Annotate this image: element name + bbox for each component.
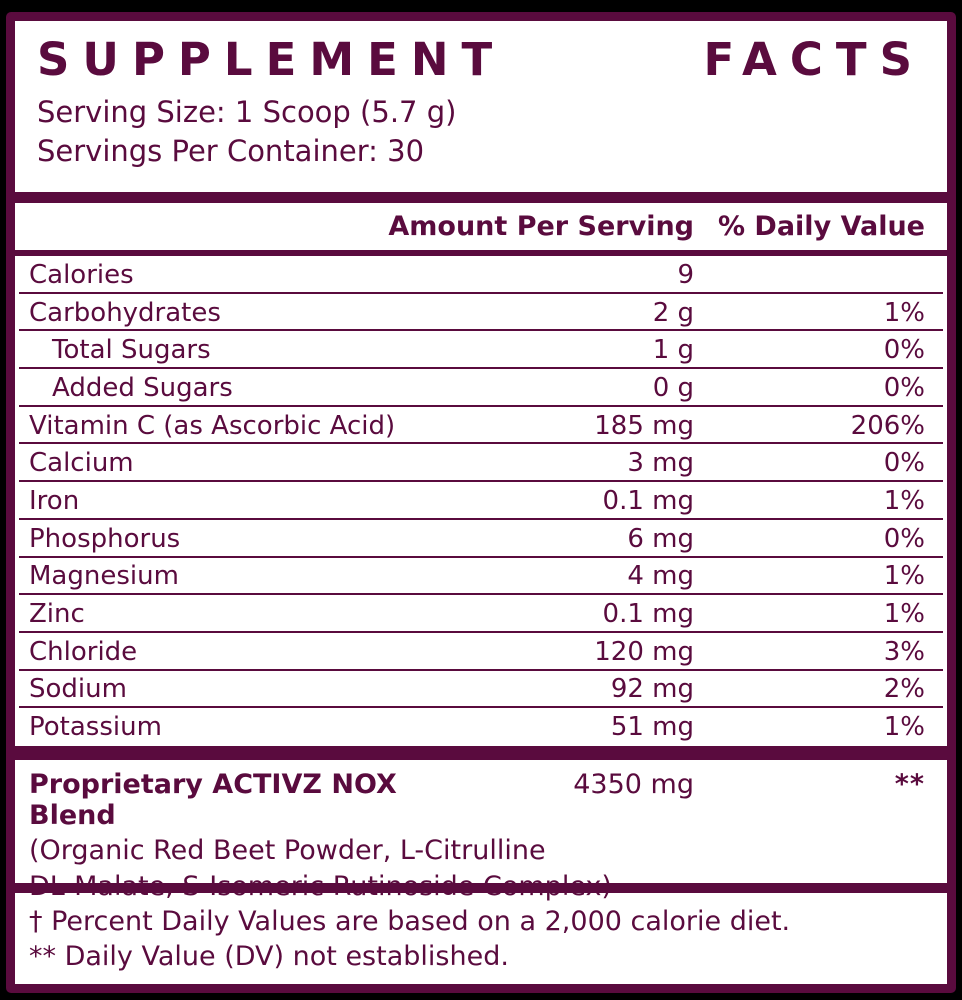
serving-info: Serving Size: 1 Scoop (5.7 g) Servings P… — [37, 93, 925, 171]
nutrient-amount: 3 mg — [627, 448, 694, 479]
section-divider-bar — [15, 882, 947, 893]
blend-description-line: (Organic Red Beet Powder, L-Citrulline — [29, 834, 546, 866]
table-row-phosphorus: Phosphorus 6 mg 0% — [15, 520, 947, 558]
nutrient-name: Magnesium — [29, 561, 179, 592]
nutrient-name: Calories — [29, 259, 134, 290]
nutrient-name: Vitamin C (as Ascorbic Acid) — [29, 410, 396, 441]
nutrient-amount: 4 mg — [627, 561, 694, 592]
nutrient-name: Added Sugars — [52, 372, 233, 403]
nutrient-dv: 1% — [883, 297, 925, 328]
nutrient-dv: 0% — [883, 523, 925, 554]
label-title: SUPPLEMENT FACTS — [37, 34, 925, 86]
table-row-calcium: Calcium 3 mg 0% — [15, 444, 947, 482]
title-word-facts: FACTS — [703, 33, 925, 86]
blend-name: Proprietary ACTIVZ NOX Blend — [29, 768, 397, 831]
nutrient-dv: 0% — [883, 335, 925, 366]
nutrient-amount: 0.1 mg — [602, 599, 694, 630]
servings-per-container-text: Servings Per Container: 30 — [37, 134, 425, 168]
nutrient-dv: 1% — [883, 485, 925, 516]
nutrient-dv: 1% — [883, 561, 925, 592]
blend-amount: 4350 mg — [573, 768, 694, 800]
serving-size-text: Serving Size: 1 Scoop (5.7 g) — [37, 95, 457, 129]
table-header-row: Amount Per Serving % Daily Value — [15, 203, 947, 250]
footnote-dv-not-established: ** Daily Value (DV) not established. — [29, 940, 509, 972]
nutrient-amount: 6 mg — [627, 523, 694, 554]
table-row-iron: Iron 0.1 mg 1% — [15, 482, 947, 520]
nutrient-name: Total Sugars — [52, 335, 211, 366]
supplement-facts-label: SUPPLEMENT FACTS Serving Size: 1 Scoop (… — [6, 12, 956, 993]
nutrient-dv: 0% — [883, 448, 925, 479]
nutrient-table: Amount Per Serving % Daily Value Calorie… — [15, 203, 947, 746]
nutrient-name: Calcium — [29, 448, 134, 479]
nutrient-name: Sodium — [29, 674, 127, 705]
nutrient-amount: 0.1 mg — [602, 485, 694, 516]
blend-row: Proprietary ACTIVZ NOX Blend 4350 mg ** — [15, 769, 947, 831]
table-row-vitamin-c: Vitamin C (as Ascorbic Acid) 185 mg 206% — [15, 407, 947, 445]
footnotes-section: † Percent Daily Values are based on a 2,… — [15, 893, 947, 984]
proprietary-blend-section: Proprietary ACTIVZ NOX Blend 4350 mg ** … — [15, 760, 947, 902]
nutrient-amount: 185 mg — [594, 410, 694, 441]
nutrient-amount: 1 g — [652, 335, 694, 366]
nutrient-name: Iron — [29, 485, 80, 516]
nutrient-dv: 0% — [883, 372, 925, 403]
daily-value-header: % Daily Value — [717, 211, 925, 242]
table-row-carbohydrates: Carbohydrates 2 g 1% — [15, 294, 947, 332]
nutrient-dv: 3% — [883, 636, 925, 667]
section-divider-bar — [15, 745, 947, 760]
title-word-supplement: SUPPLEMENT — [37, 33, 506, 86]
nutrient-name: Chloride — [29, 636, 138, 667]
header-rule — [15, 250, 947, 256]
section-divider-bar — [15, 192, 947, 203]
table-row-magnesium: Magnesium 4 mg 1% — [15, 558, 947, 596]
nutrient-amount: 9 — [677, 259, 694, 290]
table-row-total-sugars: Total Sugars 1 g 0% — [15, 331, 947, 369]
nutrient-name: Carbohydrates — [29, 297, 221, 328]
table-row-chloride: Chloride 120 mg 3% — [15, 633, 947, 671]
nutrient-amount: 0 g — [652, 372, 694, 403]
nutrient-amount: 2 g — [652, 297, 694, 328]
nutrient-name: Phosphorus — [29, 523, 181, 554]
nutrient-dv: 1% — [883, 599, 925, 630]
table-row-potassium: Potassium 51 mg 1% — [15, 708, 947, 746]
nutrient-name: Potassium — [29, 712, 162, 743]
nutrient-dv: 2% — [883, 674, 925, 705]
nutrient-amount: 120 mg — [594, 636, 694, 667]
table-row-sodium: Sodium 92 mg 2% — [15, 671, 947, 709]
table-row-added-sugars: Added Sugars 0 g 0% — [15, 369, 947, 407]
header-section: SUPPLEMENT FACTS Serving Size: 1 Scoop (… — [15, 21, 947, 192]
table-row-zinc: Zinc 0.1 mg 1% — [15, 595, 947, 633]
footnote-daily-values: † Percent Daily Values are based on a 2,… — [29, 905, 791, 937]
nutrient-name: Zinc — [29, 599, 85, 630]
amount-per-serving-header: Amount Per Serving — [388, 211, 694, 242]
table-row-calories: Calories 9 — [15, 256, 947, 294]
nutrient-amount: 51 mg — [610, 712, 694, 743]
blend-dv-asterisks: ** — [894, 768, 925, 800]
nutrient-dv: 206% — [850, 410, 925, 441]
nutrient-amount: 92 mg — [610, 674, 694, 705]
blend-description: (Organic Red Beet Powder, L-Citrulline D… — [15, 831, 947, 905]
nutrient-dv: 1% — [883, 712, 925, 743]
